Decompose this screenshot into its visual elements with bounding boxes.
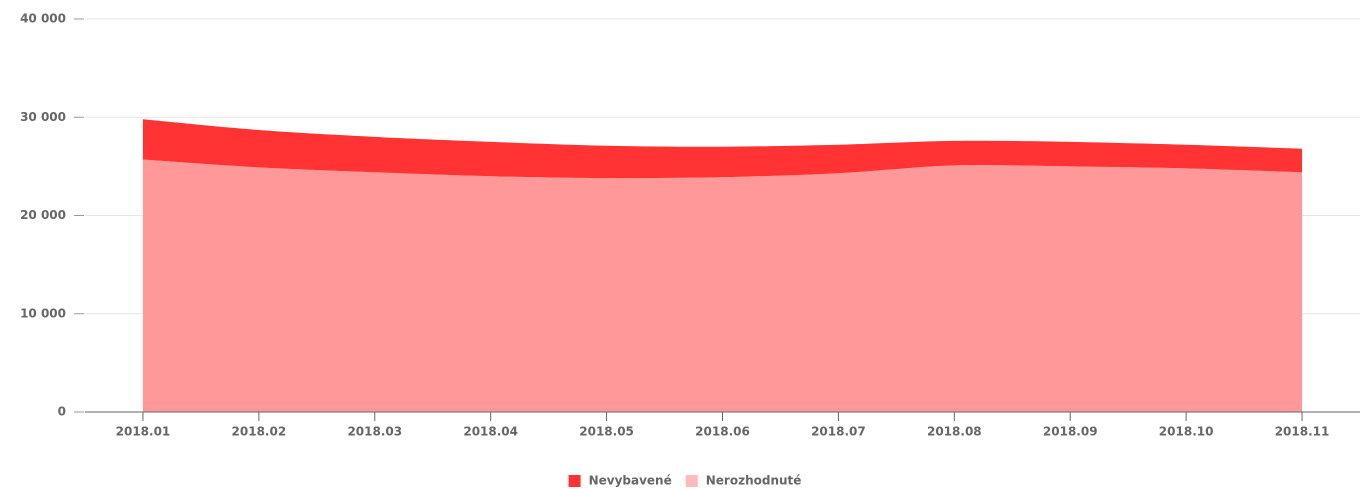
x-tick-label: 2018.02	[232, 425, 287, 439]
legend-label: Nerozhodnuté	[706, 474, 802, 488]
x-tick-label: 2018.10	[1159, 425, 1214, 439]
y-tick-label: 10 000	[20, 306, 66, 320]
y-tick-label: 40 000	[20, 12, 66, 26]
x-tick-label: 2018.06	[695, 425, 750, 439]
y-tick-label: 20 000	[20, 208, 66, 222]
x-tick-label: 2018.05	[579, 425, 634, 439]
y-tick-label: 0	[58, 405, 66, 419]
area	[142, 159, 1303, 412]
legend: Nevybavené Nerozhodnuté	[568, 474, 802, 488]
area	[142, 119, 1303, 179]
y-tick-label: 30 000	[20, 110, 66, 124]
x-tick-label: 2018.03	[347, 425, 402, 439]
legend-swatch	[685, 475, 698, 487]
x-tick-label: 2018.07	[811, 425, 866, 439]
x-tick-label: 2018.01	[116, 425, 171, 439]
x-tick-label: 2018.08	[927, 425, 982, 439]
legend-swatch	[568, 475, 581, 487]
x-tick-label: 2018.09	[1043, 425, 1098, 439]
x-tick-label: 2018.04	[463, 425, 518, 439]
legend-label: Nevybavené	[589, 474, 672, 488]
x-tick-label: 2018.11	[1275, 425, 1330, 439]
